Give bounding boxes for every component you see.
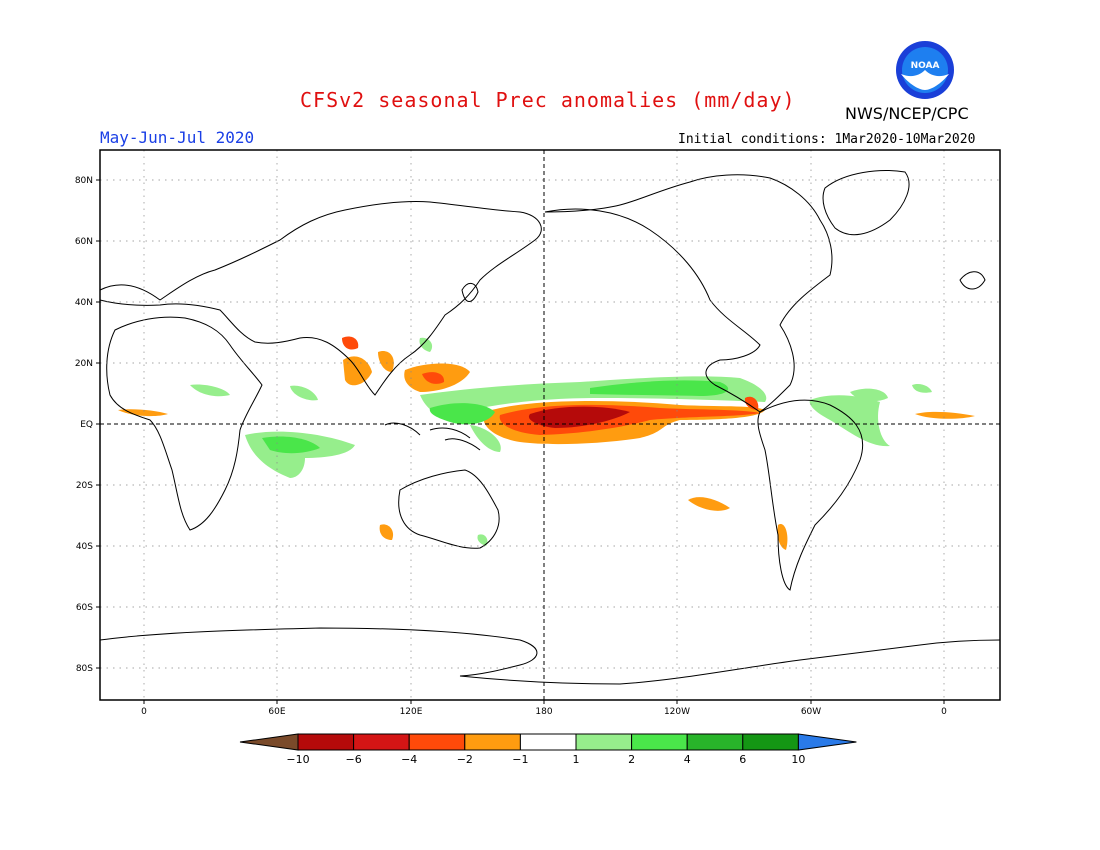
lat-label: 40S [76,542,93,552]
lon-label: 0 [941,707,947,717]
colorbar-label: −2 [457,753,473,766]
colorbar-segment [631,733,688,751]
tasman-wet [477,534,488,546]
lat-label: 80N [75,176,93,186]
initial-conditions-label: Initial conditions: 1Mar2020-10Mar2020 [678,132,976,147]
lon-label: 60W [801,707,821,717]
south-america-coast [757,399,864,591]
lon-label: 120E [400,707,423,717]
colorbar-segment [519,733,577,751]
scs-dry-core [422,372,445,384]
colorbar-segment [686,733,744,751]
colorbar-label: −6 [345,753,361,766]
lat-label: EQ [80,420,93,430]
colorbar-arrow-high [797,733,857,751]
australia-coast [398,469,500,549]
colorbar-segment [353,733,410,751]
africa-wet [190,384,230,397]
lat-label: 80S [76,664,93,674]
central-america-dry [744,396,759,410]
caribbean-wet [850,388,888,402]
japan-coast [461,283,479,302]
greenland-coast [822,170,910,236]
season-label: May-Jun-Jul 2020 [100,128,255,147]
arabian-sea-wet [290,385,318,401]
colorbar-segment [464,733,521,751]
lon-label: 60E [268,707,285,717]
antarctica-coast [99,627,1001,685]
itcz-wet-core [590,380,729,396]
colorbar-segment [408,733,466,751]
map-title: CFSv2 seasonal Prec anomalies (mm/day) [300,88,796,112]
ph-wet [419,337,433,352]
colorbar-label: 2 [628,753,635,766]
australia-dry [379,524,394,540]
colorbar: −10 −6 −4 −2 −1 1 2 4 6 10 [239,733,857,766]
india-dry [343,356,372,386]
europe-asia-coast [99,201,542,396]
bay-dry [378,350,394,372]
lat-label: 20S [76,481,93,491]
north-america-coast [544,174,833,413]
india-dry-core [342,336,359,350]
noaa-logo-icon: NOAA [895,40,955,100]
se-pacific-dry [688,497,730,511]
colorbar-label: 10 [791,753,805,766]
colorbar-label: −4 [401,753,417,766]
tick-marks [96,179,945,704]
africa-coast [106,316,263,531]
lon-label: 180 [535,707,552,717]
colorbar-arrow-low [239,733,299,751]
colorbar-segment [575,733,633,751]
lat-label: 40N [75,298,93,308]
lat-grid [100,179,1000,669]
indian-ocean-wet [245,431,355,478]
uk-coast [959,271,986,290]
lat-label: 20N [75,359,93,369]
indian-ocean-wet-core [262,436,320,454]
colorbar-label: 4 [684,753,691,766]
colorbar-segment [742,733,799,751]
chile-dry [777,524,788,550]
org-label: NWS/NCEP/CPC [845,104,969,123]
lon-grid [143,150,945,700]
lat-label: 60S [76,603,93,613]
colorbar-label: 6 [739,753,746,766]
east-atlantic-wet [912,383,932,393]
colorbar-label: −1 [512,753,528,766]
anomaly-fills [118,336,975,550]
wpac-wet [429,403,495,425]
atlantic-wet [809,395,890,447]
lat-label: 60N [75,237,93,247]
lat-labels: 80N 60N 40N 20N EQ 20S 40S 60S 80S [75,176,93,674]
gulf-guinea-dry [118,409,168,417]
lon-label: 0 [141,707,147,717]
pacific-dry-core [528,406,630,428]
colorbar-label: 1 [573,753,580,766]
colorbar-label: −10 [286,753,309,766]
indonesia-coast [384,422,481,451]
lon-label: 120W [664,707,690,717]
map-frame [99,149,1001,701]
png-wet [470,425,501,452]
lon-labels: 0 60E 120E 180 120W 60W 0 [141,707,947,717]
east-atlantic-dry [915,411,975,419]
colorbar-segment [297,733,355,751]
logo-text: NOAA [911,61,940,71]
